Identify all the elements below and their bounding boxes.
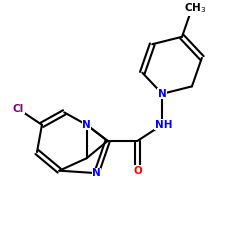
Text: CH$_3$: CH$_3$ (184, 2, 207, 15)
Text: N: N (92, 168, 101, 178)
Text: N: N (82, 120, 91, 130)
Text: N: N (158, 89, 166, 99)
Text: NH: NH (155, 120, 172, 130)
Text: Cl: Cl (13, 104, 24, 114)
Text: O: O (133, 166, 142, 176)
